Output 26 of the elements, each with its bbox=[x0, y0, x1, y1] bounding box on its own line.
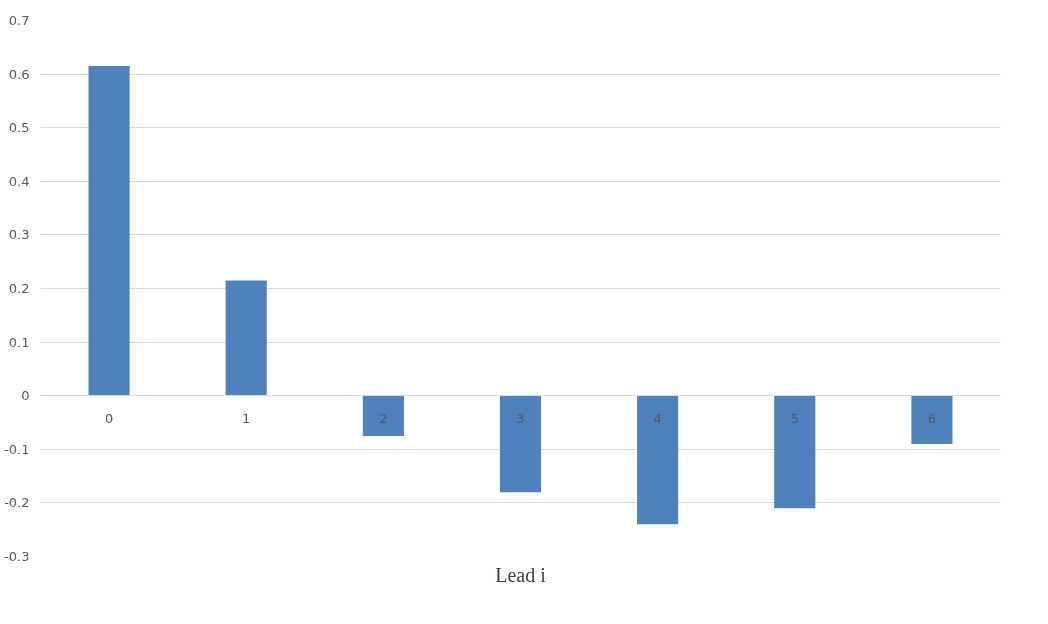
y-tick-label: 0 bbox=[21, 388, 30, 404]
y-tick-label: 0.2 bbox=[8, 281, 30, 296]
bar bbox=[499, 395, 542, 493]
x-tick-label: 3 bbox=[516, 410, 525, 426]
x-axis-title: Lead i bbox=[495, 563, 547, 586]
bar bbox=[225, 280, 267, 396]
y-tick-label: -0.3 bbox=[4, 549, 30, 564]
y-tick-label: 0.6 bbox=[8, 66, 30, 82]
x-tick-label: 1 bbox=[242, 410, 251, 426]
y-tick-label: 0.3 bbox=[8, 227, 30, 243]
y-tick-label: 0.7 bbox=[8, 13, 30, 28]
x-tick-label: 0 bbox=[104, 410, 114, 426]
x-tick-label: 6 bbox=[927, 410, 937, 426]
bar bbox=[911, 395, 953, 444]
bar bbox=[88, 66, 130, 396]
x-tick-label: 4 bbox=[653, 410, 662, 426]
y-tick-label: -0.2 bbox=[4, 495, 30, 511]
y-tick-label: -0.1 bbox=[4, 441, 30, 457]
bar bbox=[774, 395, 816, 509]
x-tick-label: 2 bbox=[379, 410, 388, 426]
y-tick-label: 0.1 bbox=[8, 334, 30, 350]
bar bbox=[362, 395, 404, 436]
y-tick-label: 0.5 bbox=[8, 120, 30, 136]
y-tick-label: 0.4 bbox=[8, 173, 30, 189]
x-tick-label: 5 bbox=[790, 410, 799, 426]
bar bbox=[637, 395, 679, 525]
